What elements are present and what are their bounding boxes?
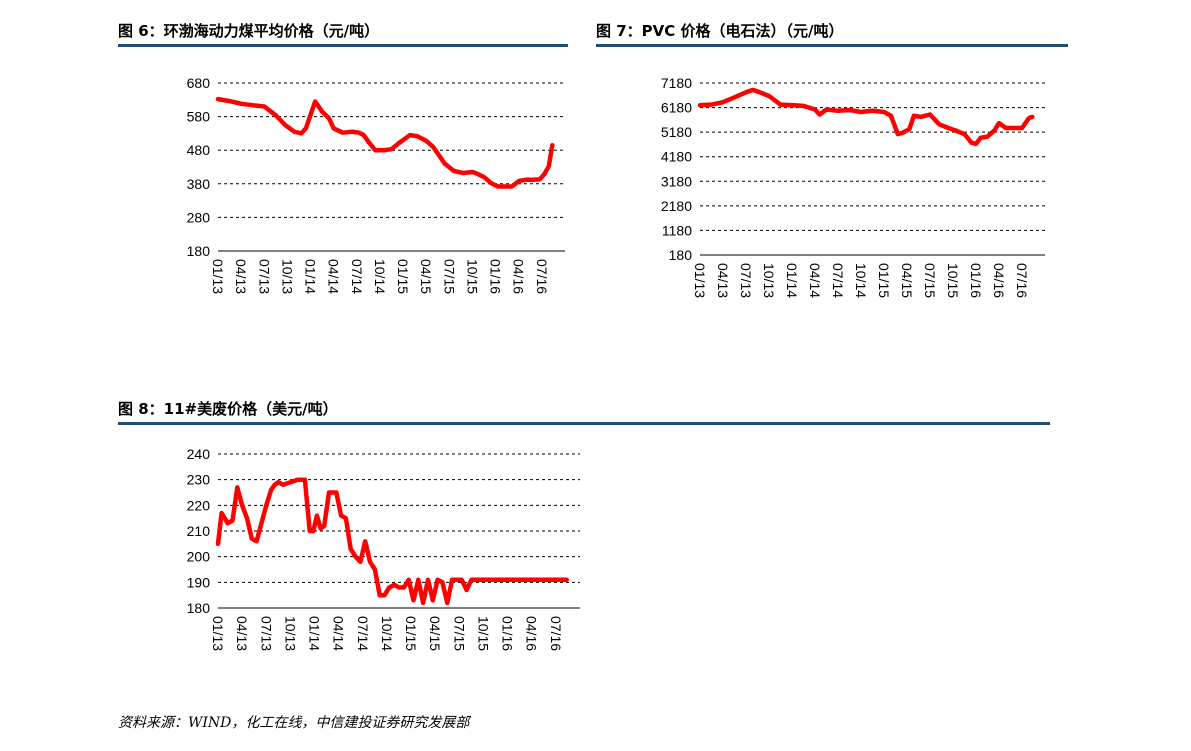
x-tick-label: 07/13 — [738, 263, 754, 298]
x-tick-label: 10/13 — [282, 616, 298, 651]
y-tick-label: 190 — [187, 574, 211, 590]
series-line — [697, 87, 1035, 147]
figure-8-title: 图 8：11#美废价格（美元/吨） — [118, 400, 338, 418]
x-tick-label: 10/15 — [945, 263, 961, 298]
x-tick-label: 01/13 — [210, 616, 226, 651]
x-tick-label: 01/16 — [488, 259, 504, 294]
figure-6-title: 图 6：环渤海动力煤平均价格（元/吨） — [118, 22, 380, 40]
x-tick-label: 04/15 — [427, 616, 443, 651]
x-tick-label: 07/13 — [258, 616, 274, 651]
y-tick-label: 180 — [187, 243, 211, 259]
x-tick-label: 07/13 — [256, 259, 272, 294]
source-note: 资料来源：WIND，化工在线，中信建投证券研究发展部 — [118, 715, 470, 731]
x-tick-label: 10/14 — [853, 263, 869, 298]
series-line — [215, 96, 555, 189]
y-tick-label: 3180 — [661, 173, 692, 189]
x-tick-label: 04/13 — [715, 263, 731, 298]
x-tick-label: 01/16 — [968, 263, 984, 298]
x-tick-label: 07/15 — [922, 263, 938, 298]
x-tick-label: 04/14 — [326, 259, 342, 294]
y-tick-label: 200 — [187, 549, 211, 565]
x-tick-label: 04/16 — [511, 259, 527, 294]
x-tick-label: 01/14 — [307, 616, 323, 651]
x-tick-label: 07/16 — [548, 616, 564, 651]
x-tick-label: 04/15 — [899, 263, 915, 298]
chart-figure-6: 180 280 380 480 580 680 01/13 04/13 07/13 10/13 01… — [187, 75, 565, 294]
x-tick-label: 10/15 — [475, 616, 491, 651]
x-tick-label: 01/14 — [303, 259, 319, 294]
figure-6-rule — [118, 44, 568, 47]
x-tick-label: 07/14 — [355, 616, 371, 651]
x-tick-label: 04/14 — [807, 263, 823, 298]
y-tick-label: 180 — [669, 247, 693, 263]
y-tick-label: 680 — [187, 75, 211, 91]
y-tick-label: 5180 — [661, 124, 692, 140]
y-tick-label: 580 — [187, 109, 211, 125]
y-tick-label: 220 — [187, 497, 211, 513]
y-tick-label: 1180 — [662, 222, 692, 238]
chart-figure-7: 180 1180 2180 3180 4180 5180 6180 7180 01/13 04/1… — [661, 75, 1045, 298]
y-tick-label: 230 — [187, 472, 211, 488]
y-tick-label: 280 — [187, 209, 211, 225]
x-tick-label: 01/15 — [403, 616, 419, 651]
figure-7-title: 图 7：PVC 价格（电石法）（元/吨） — [596, 22, 844, 40]
x-tick-label: 10/15 — [464, 259, 480, 294]
y-tick-label: 180 — [187, 600, 211, 616]
x-tick-label: 04/13 — [233, 259, 249, 294]
x-tick-label: 07/14 — [830, 263, 846, 298]
x-tick-label: 01/16 — [500, 616, 516, 651]
x-tick-label: 04/16 — [524, 616, 540, 651]
x-tick-label: 10/13 — [279, 259, 295, 294]
x-tick-label: 01/15 — [876, 263, 892, 298]
x-tick-label: 10/13 — [761, 263, 777, 298]
y-tick-label: 7180 — [661, 75, 692, 91]
y-tick-label: 2180 — [661, 198, 692, 214]
x-tick-label: 04/15 — [418, 259, 434, 294]
y-tick-label: 210 — [187, 523, 211, 539]
y-tick-label: 480 — [187, 142, 211, 158]
x-tick-label: 10/14 — [379, 616, 395, 651]
y-tick-label: 4180 — [661, 149, 692, 165]
x-tick-label: 01/14 — [784, 263, 800, 298]
y-tick-label: 6180 — [661, 100, 692, 116]
x-tick-label: 01/13 — [210, 259, 226, 294]
y-tick-label: 380 — [187, 176, 211, 192]
x-tick-label: 01/15 — [395, 259, 411, 294]
x-tick-label: 04/14 — [331, 616, 347, 651]
x-tick-label: 10/14 — [372, 259, 388, 294]
y-tick-label: 240 — [187, 446, 211, 462]
x-tick-label: 07/16 — [1014, 263, 1030, 298]
series-line — [215, 477, 569, 606]
chart-figure-8: 180 190 200 210 220 230 240 01/13 04/13 07/13 10/1… — [187, 446, 580, 651]
x-tick-label: 01/13 — [692, 263, 708, 298]
x-tick-label: 07/15 — [441, 259, 457, 294]
x-tick-label: 07/16 — [534, 259, 550, 294]
x-tick-label: 04/13 — [234, 616, 250, 651]
figure-8-rule — [118, 422, 1050, 425]
x-tick-label: 07/14 — [349, 259, 365, 294]
x-tick-label: 04/16 — [991, 263, 1007, 298]
figure-7-rule — [596, 44, 1068, 47]
x-tick-label: 07/15 — [451, 616, 467, 651]
